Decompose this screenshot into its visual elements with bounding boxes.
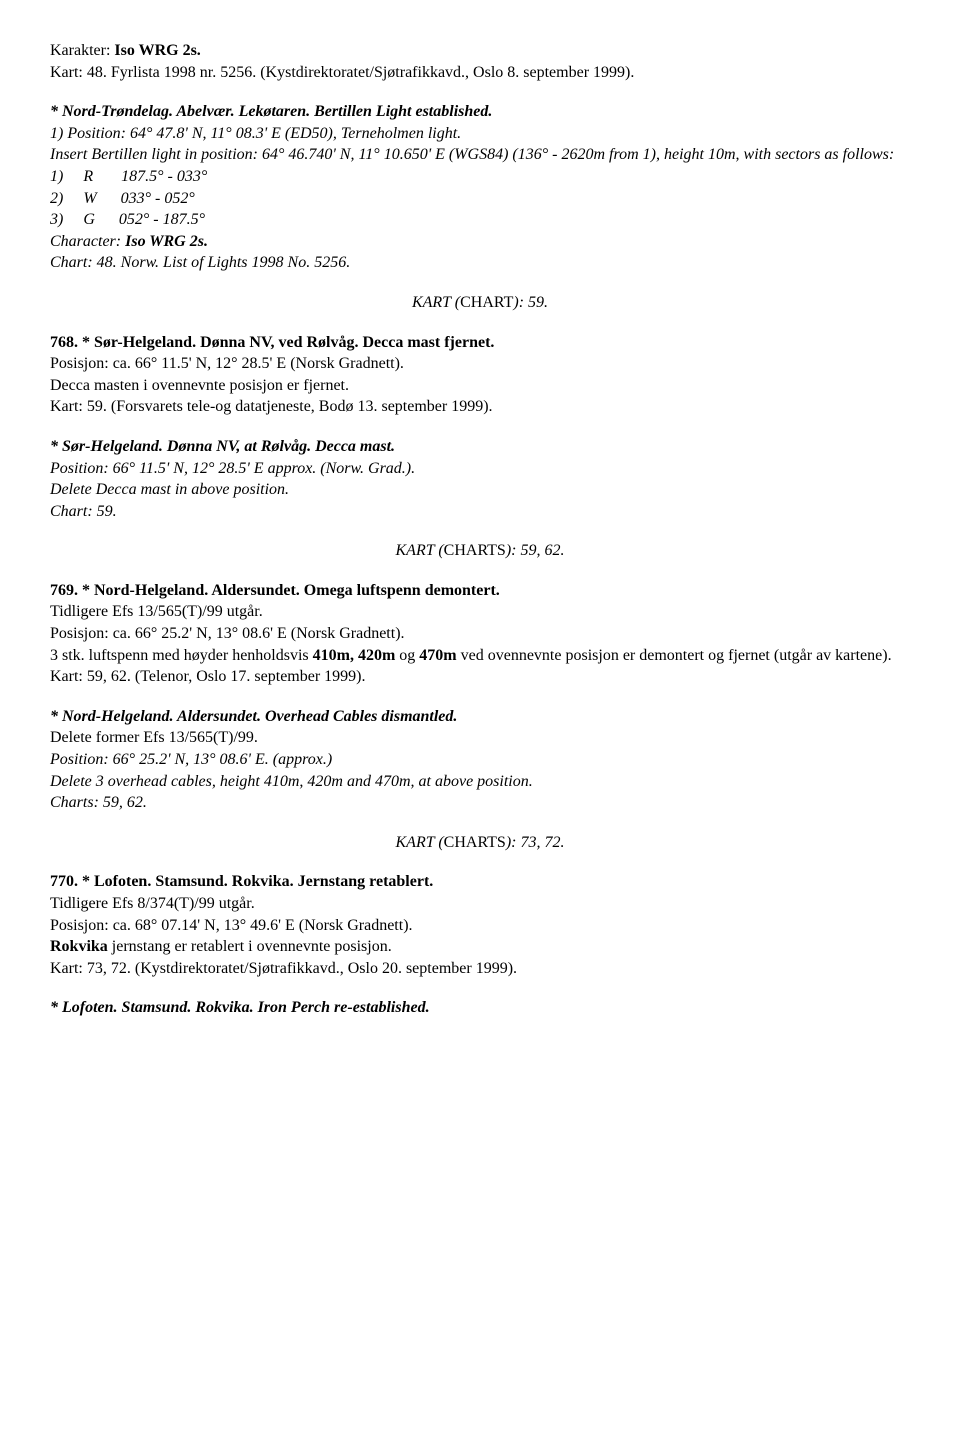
- section-1-title: * Nord-Trøndelag. Abelvær. Lekøtaren. Be…: [50, 101, 910, 123]
- sector-row-2: 2) W 033° - 052°: [50, 188, 910, 210]
- section-769-body: 3 stk. luftspenn med høyder henholdsvis …: [50, 645, 910, 667]
- s769-e: ved ovennevnte posisjon er demontert og …: [457, 647, 892, 664]
- chart-h2-b: CHARTS: [444, 542, 506, 559]
- section-768-en-title: * Sør-Helgeland. Dønna NV, at Rølvåg. De…: [50, 436, 910, 458]
- section-768-en: * Sør-Helgeland. Dønna NV, at Rølvåg. De…: [50, 436, 910, 522]
- section-769-kart: Kart: 59, 62. (Telenor, Oslo 17. septemb…: [50, 666, 910, 688]
- s770-a: Rokvika: [50, 938, 108, 955]
- section-769-en-efs: Delete former Efs 13/565(T)/99.: [50, 727, 910, 749]
- sector-row-3: 3) G 052° - 187.5°: [50, 209, 910, 231]
- section-769-en-body: Delete 3 overhead cables, height 410m, 4…: [50, 771, 910, 793]
- section-770-pos: Posisjon: ca. 68° 07.14' N, 13° 49.6' E …: [50, 915, 910, 937]
- section-770-title: 770. * Lofoten. Stamsund. Rokvika. Jerns…: [50, 871, 910, 893]
- section-768-pos: Posisjon: ca. 66° 11.5' N, 12° 28.5' E (…: [50, 353, 910, 375]
- section-769-title: 769. * Nord-Helgeland. Aldersundet. Omeg…: [50, 580, 910, 602]
- s769-b: 410m, 420m: [313, 647, 396, 664]
- kart-line: Kart: 48. Fyrlista 1998 nr. 5256. (Kystd…: [50, 62, 910, 84]
- section-770-body: Rokvika jernstang er retablert i ovennev…: [50, 936, 910, 958]
- character-value: Iso WRG 2s.: [125, 233, 208, 250]
- chart-h3-c: ): 73, 72.: [506, 834, 565, 851]
- section-768-en-chart: Chart: 59.: [50, 501, 910, 523]
- section-768-en-body: Delete Decca mast in above position.: [50, 479, 910, 501]
- s769-c: og: [395, 647, 419, 664]
- section-1: * Nord-Trøndelag. Abelvær. Lekøtaren. Be…: [50, 101, 910, 274]
- chart-heading-1: KART (CHART): 59.: [50, 292, 910, 314]
- section-1-chart: Chart: 48. Norw. List of Lights 1998 No.…: [50, 252, 910, 274]
- section-770-en: * Lofoten. Stamsund. Rokvika. Iron Perch…: [50, 997, 910, 1019]
- section-769-en-chart: Charts: 59, 62.: [50, 792, 910, 814]
- section-768-en-pos: Position: 66° 11.5' N, 12° 28.5' E appro…: [50, 458, 910, 480]
- section-770-en-title: * Lofoten. Stamsund. Rokvika. Iron Perch…: [50, 997, 910, 1019]
- chart-heading-2: KART (CHARTS): 59, 62.: [50, 540, 910, 562]
- section-770: 770. * Lofoten. Stamsund. Rokvika. Jerns…: [50, 871, 910, 979]
- chart-h1-b: CHART: [460, 294, 513, 311]
- chart-h1-c: ): 59.: [513, 294, 548, 311]
- section-1-pos: 1) Position: 64° 47.8' N, 11° 08.3' E (E…: [50, 123, 910, 145]
- section-769-efs: Tidligere Efs 13/565(T)/99 utgår.: [50, 601, 910, 623]
- s769-d: 470m: [419, 647, 456, 664]
- s770-b: jernstang er retablert i ovennevnte posi…: [108, 938, 392, 955]
- chart-h2-a: KART (: [396, 542, 444, 559]
- section-1-insert: Insert Bertillen light in position: 64° …: [50, 144, 910, 166]
- section-768-title: 768. * Sør-Helgeland. Dønna NV, ved Rølv…: [50, 332, 910, 354]
- chart-h2-c: ): 59, 62.: [506, 542, 565, 559]
- section-768: 768. * Sør-Helgeland. Dønna NV, ved Rølv…: [50, 332, 910, 418]
- section-768-kart: Kart: 59. (Forsvarets tele-og datatjenes…: [50, 396, 910, 418]
- chart-h1-a: KART (: [412, 294, 460, 311]
- sector-row-1: 1) R 187.5° - 033°: [50, 166, 910, 188]
- section-769-en-pos: Position: 66° 25.2' N, 13° 08.6' E. (app…: [50, 749, 910, 771]
- section-768-body: Decca masten i ovennevnte posisjon er fj…: [50, 375, 910, 397]
- section-770-kart: Kart: 73, 72. (Kystdirektoratet/Sjøtrafi…: [50, 958, 910, 980]
- section-769-pos: Posisjon: ca. 66° 25.2' N, 13° 08.6' E (…: [50, 623, 910, 645]
- character-line: Character: Iso WRG 2s.: [50, 231, 910, 253]
- section-769-en-title: * Nord-Helgeland. Aldersundet. Overhead …: [50, 706, 910, 728]
- s769-a: 3 stk. luftspenn med høyder henholdsvis: [50, 647, 313, 664]
- chart-heading-3: KART (CHARTS): 73, 72.: [50, 832, 910, 854]
- intro-block: Karakter: Iso WRG 2s. Kart: 48. Fyrlista…: [50, 40, 910, 83]
- section-769-en: * Nord-Helgeland. Aldersundet. Overhead …: [50, 706, 910, 814]
- karakter-line: Karakter: Iso WRG 2s.: [50, 40, 910, 62]
- chart-h3-a: KART (: [396, 834, 444, 851]
- section-769: 769. * Nord-Helgeland. Aldersundet. Omeg…: [50, 580, 910, 688]
- karakter-value: Iso WRG 2s.: [114, 42, 200, 59]
- section-770-efs: Tidligere Efs 8/374(T)/99 utgår.: [50, 893, 910, 915]
- character-label: Character:: [50, 233, 125, 250]
- karakter-label: Karakter:: [50, 42, 114, 59]
- chart-h3-b: CHARTS: [444, 834, 506, 851]
